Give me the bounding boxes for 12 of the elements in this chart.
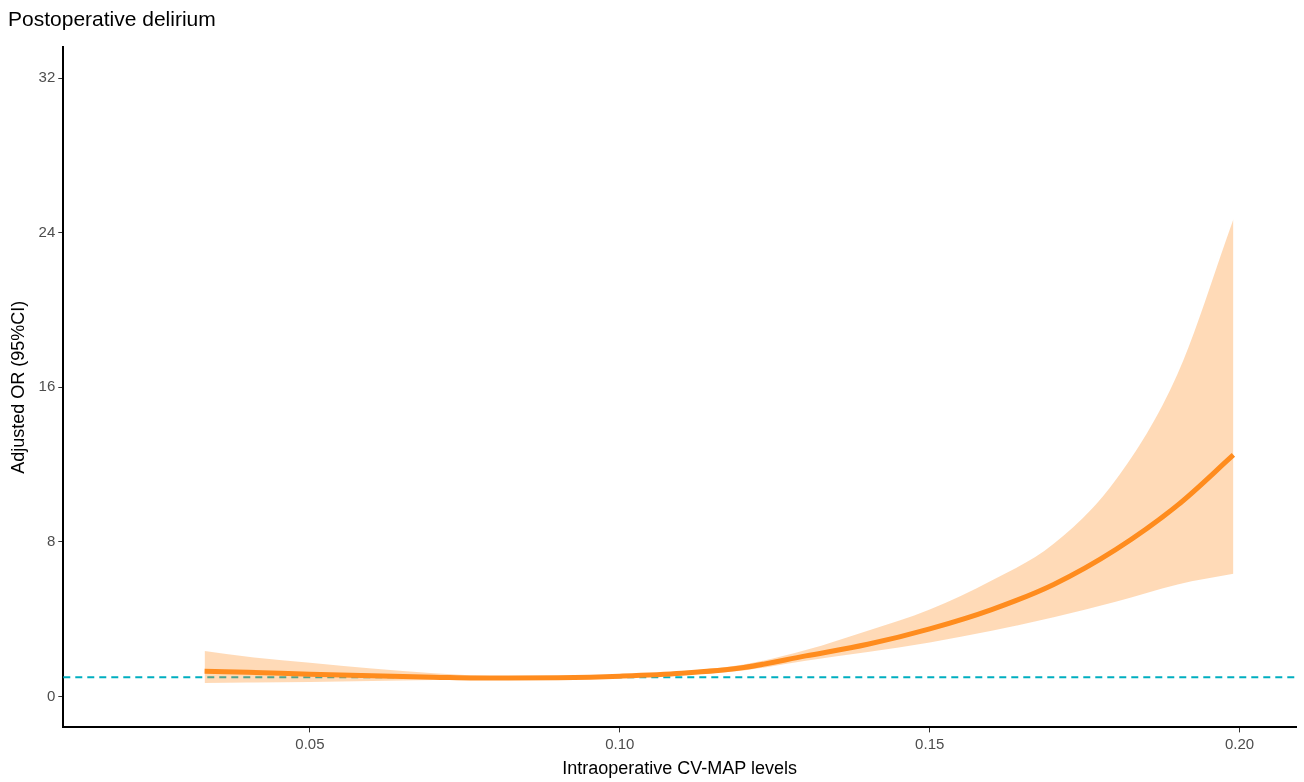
x-tick-label: 0.20 [1225, 734, 1255, 752]
y-tick-label: 8 [46, 532, 56, 550]
y-tick-label: 0 [46, 686, 56, 704]
chart-title: Postoperative delirium [8, 7, 216, 31]
y-tick-label: 32 [38, 68, 56, 86]
x-tick-label: 0.10 [605, 734, 635, 752]
y-tick-label: 24 [38, 222, 56, 240]
x-tick-label: 0.05 [295, 734, 325, 752]
y-tick-label: 16 [38, 377, 56, 395]
x-tick-label: 0.15 [915, 734, 945, 752]
y-axis-title: Adjusted OR (95%CI) [7, 300, 28, 474]
x-axis-title: Intraoperative CV-MAP levels [562, 758, 798, 779]
